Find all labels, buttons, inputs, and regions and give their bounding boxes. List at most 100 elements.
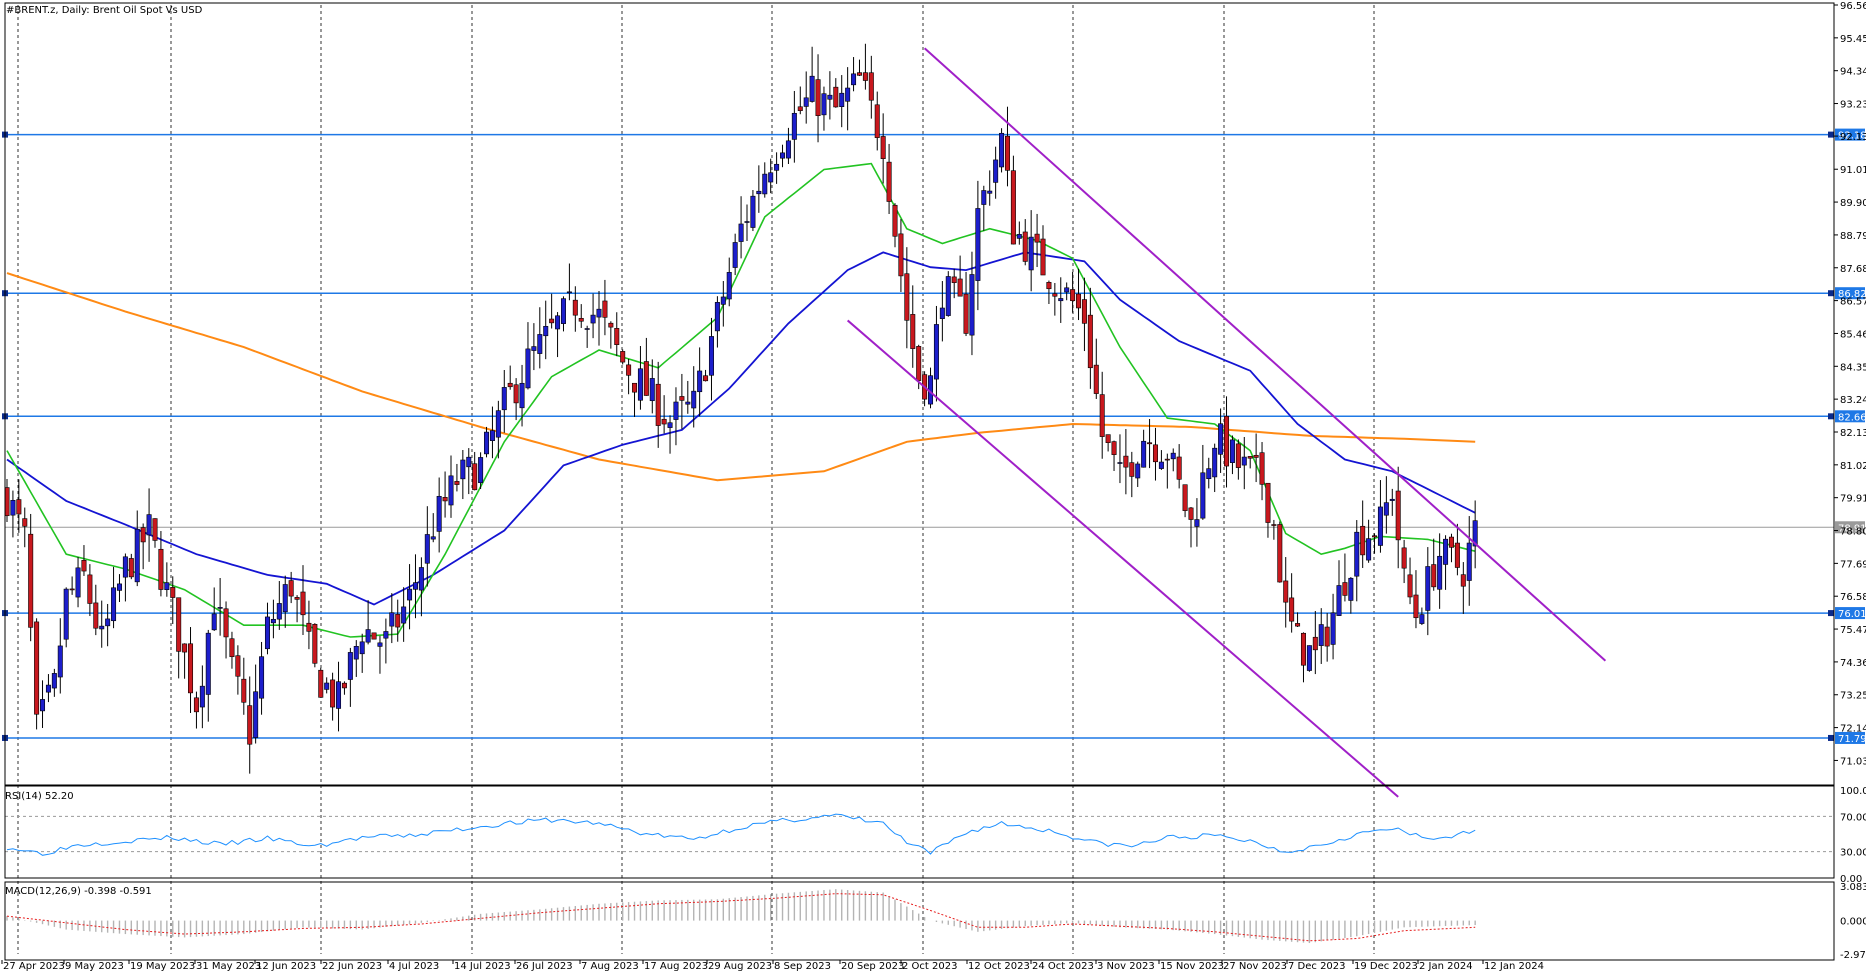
level-price-label: 86.82 <box>1838 289 1866 300</box>
candle-body <box>122 556 128 578</box>
macd-pane <box>6 889 1476 944</box>
candle-body <box>714 302 720 332</box>
date-tick-label: 9 May 2023 <box>65 961 124 972</box>
candle-body <box>1265 482 1271 523</box>
price-tick-label: 92.13 <box>1840 132 1866 143</box>
candle-body <box>862 72 868 81</box>
candle-body <box>205 632 211 695</box>
candle-body <box>774 163 780 171</box>
candle-body <box>318 669 324 698</box>
date-tick-label: 22 Jun 2023 <box>322 961 382 972</box>
candle-body <box>466 456 472 468</box>
level-price-label: 82.66 <box>1838 412 1866 423</box>
candle-body <box>1443 538 1449 565</box>
price-tick-label: 83.24 <box>1840 395 1866 406</box>
rsi-line <box>6 813 1476 856</box>
price-tick-label: 89.90 <box>1840 198 1866 209</box>
candle-body <box>1105 434 1111 443</box>
trend-channel[interactable] <box>846 47 1607 798</box>
candle-body <box>1129 462 1135 477</box>
horizontal-levels[interactable]: 92.18 86.82 82.66 76.01 71.79 78.91 <box>2 128 1866 745</box>
candle-body <box>845 87 851 102</box>
candle-body <box>1306 645 1312 671</box>
candle-body <box>164 582 170 591</box>
date-tick-label: 15 Nov 2023 <box>1160 961 1224 972</box>
candle-body <box>158 548 164 590</box>
pane-frames <box>4 2 1835 961</box>
candle-body <box>501 387 507 411</box>
candle-body <box>336 681 342 709</box>
candle-body <box>247 705 253 745</box>
candle-body <box>34 621 40 715</box>
candle-body <box>803 97 809 107</box>
current-price-tag <box>1835 521 1865 534</box>
candle-body <box>436 495 442 532</box>
ma-mid-line <box>6 251 1476 606</box>
candle-body <box>1224 416 1230 467</box>
candle-body <box>1383 502 1389 516</box>
candle-body <box>1022 231 1028 262</box>
candle-body <box>448 475 454 506</box>
candle-body <box>484 431 490 455</box>
candle-body <box>347 652 353 680</box>
candle-body <box>1312 636 1318 651</box>
candle-body <box>1395 490 1401 541</box>
candle-body <box>856 72 862 76</box>
candle-body <box>1206 468 1212 480</box>
candle-body <box>685 401 691 405</box>
candle-body <box>1366 538 1372 561</box>
price-tick-label: 93.23 <box>1840 100 1866 111</box>
candle-body <box>1277 524 1283 583</box>
candle-body <box>993 159 999 183</box>
date-tick-label: 19 May 2023 <box>130 961 195 972</box>
candle-body <box>1070 289 1076 302</box>
candle-body <box>152 518 158 541</box>
candle-body <box>697 370 703 393</box>
candle-body <box>738 223 744 242</box>
date-tick-label: 31 May 2023 <box>196 961 261 972</box>
candle-body <box>1200 472 1206 519</box>
candle-body <box>537 334 543 354</box>
candle-body <box>780 152 786 159</box>
candle-body <box>1010 170 1016 245</box>
candle-body <box>40 699 46 712</box>
candle-body <box>1413 594 1419 619</box>
rsi-tick-label: 30.00 <box>1840 848 1866 859</box>
candle-body <box>572 299 578 316</box>
candle-body <box>235 655 241 677</box>
candle-body <box>1064 287 1070 293</box>
date-tick-label: 24 Oct 2023 <box>1032 961 1094 972</box>
candle-body <box>809 75 815 102</box>
candle-body <box>543 325 549 337</box>
candle-body <box>963 293 969 334</box>
candle-body <box>1283 580 1289 603</box>
candle-body <box>655 383 661 426</box>
candle-body <box>365 629 371 643</box>
candle-body <box>259 656 265 699</box>
macd-title: MACD(12,26,9) -0.398 -0.591 <box>5 886 152 897</box>
candle-body <box>1093 364 1099 394</box>
date-tick-label: 17 Aug 2023 <box>644 961 708 972</box>
candle-body <box>412 582 418 590</box>
price-tick-label: 81.02 <box>1840 461 1866 472</box>
candle-body <box>330 679 336 708</box>
date-tick-label: 12 Jan 2024 <box>1484 961 1544 972</box>
candle-body <box>1336 585 1342 616</box>
candle-body <box>229 638 235 658</box>
candle-body <box>1360 525 1366 556</box>
candle-body <box>679 396 685 401</box>
candle-body <box>720 296 726 305</box>
candle-body <box>282 584 288 613</box>
candle-body <box>1081 299 1087 324</box>
candle-body <box>797 106 803 111</box>
candle-body <box>359 641 365 655</box>
date-tick-label: 4 Jul 2023 <box>389 961 439 972</box>
candle-body <box>1229 439 1235 463</box>
candle-body <box>868 72 874 101</box>
macd-tick-label: -2.977 <box>1840 950 1866 961</box>
date-tick-label: 20 Sep 2023 <box>841 961 904 972</box>
level-anchor-right <box>1828 131 1834 138</box>
